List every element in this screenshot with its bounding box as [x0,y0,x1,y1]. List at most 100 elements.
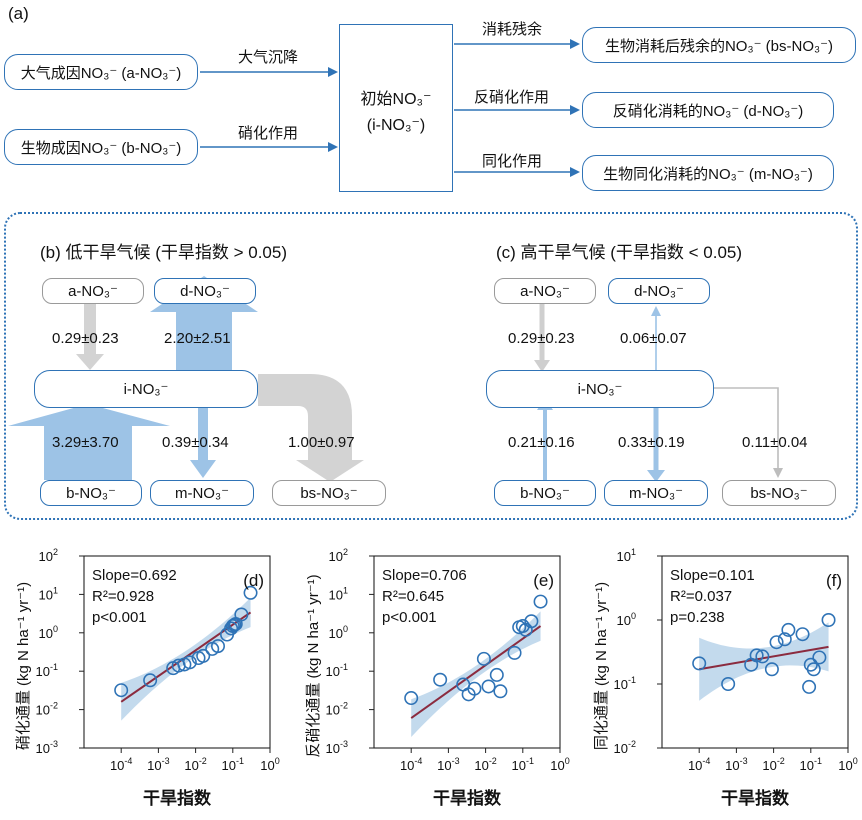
data-point [802,679,817,694]
b-value-m: 0.39±0.34 [162,434,229,451]
y-tick-label: 10-2 [614,739,636,756]
b-flow-a [76,302,104,370]
data-point [515,619,530,634]
label-denitrification: 反硝化作用 [474,89,550,106]
data-point [749,648,764,663]
b-value-b: 3.29±3.70 [52,434,119,451]
data-point [243,585,258,600]
data-point [476,651,491,666]
y-tick-label: 100 [39,624,58,641]
y-tick-label: 10-3 [36,739,58,756]
c-flow-bs [712,387,783,478]
node-m-assimilated: 生物同化消耗的NO₃⁻ (m-NO₃⁻) [582,155,834,191]
data-point [781,622,796,637]
b-value-a: 0.29±0.23 [52,330,119,347]
stat-text: R²=0.928 [92,588,154,605]
data-point [227,617,242,632]
data-point [224,621,239,636]
c-value-bs: 0.11±0.04 [742,434,808,451]
x-tick-label: 10-3 [725,756,747,773]
plot-frame [661,555,849,749]
stat-text: R²=0.645 [382,588,444,605]
data-point [196,648,211,663]
b-flow-bs [258,374,364,482]
y-tick-label: 102 [329,547,348,564]
b-node-i: i-NO₃⁻ [34,370,258,408]
b-value-bs: 1.00±0.97 [288,434,355,451]
label-deposition: 大气沉降 [238,49,299,66]
data-point [755,649,770,664]
node-i-line1: 初始NO₃⁻ [360,91,432,108]
fit-line [410,625,542,719]
node-a-atmospheric: 大气成因NO₃⁻ (a-NO₃⁻) [4,54,198,90]
stat-text: p=0.238 [670,609,725,626]
data-point [143,673,158,688]
y-tick-label: 10-2 [36,701,58,718]
c-node-d: d-NO₃⁻ [608,278,710,304]
x-tick-label: 10-4 [688,756,710,773]
c-value-b: 0.21±0.16 [508,434,575,451]
x-tick-label: 10-2 [762,756,784,773]
panel-tag: (f) [826,571,842,590]
b-flow-m [190,404,216,478]
confidence-band [411,611,541,738]
x-tick-label: 10-1 [222,756,244,773]
data-point [721,677,736,692]
data-point [467,681,482,696]
y-axis-label: 反硝化通量 (kg N ha⁻¹ yr⁻¹) [305,574,322,757]
x-tick-label: 100 [550,756,569,773]
data-point [821,613,836,628]
label-assimilation: 同化作用 [482,153,543,170]
stat-text: Slope=0.706 [382,567,467,584]
c-value-a: 0.29±0.23 [508,330,575,347]
data-point [433,672,448,687]
c-value-m: 0.33±0.19 [618,434,685,451]
x-tick-label: 10-2 [184,756,206,773]
node-d-denitrified: 反硝化消耗的NO₃⁻ (d-NO₃⁻) [582,92,834,128]
x-tick-label: 10-3 [437,756,459,773]
fit-line [699,645,829,671]
stat-text: R²=0.037 [670,588,732,605]
data-point [764,662,779,677]
chart-d: 10-4 10-3 10-2 10-1 100 102 101 100 10-1 10-2 10-3… [15,547,280,808]
x-axis-label: 干旱指数 [433,788,502,808]
panel-bc-frame [4,212,858,520]
panel-tag: (d) [243,571,264,590]
data-point [524,614,539,629]
b-node-bs: bs-NO₃⁻ [272,480,386,506]
plot-frame [373,555,561,749]
c-node-i: i-NO₃⁻ [486,370,714,408]
data-point [507,645,522,660]
y-tick-label: 101 [617,547,636,564]
chart-f: 10-4 10-3 10-2 10-1 100 101 100 10-1 10-2 干旱指数 同化通… [593,547,858,808]
data-point [182,655,197,670]
x-axis-label: 干旱指数 [143,788,212,808]
data-point [114,683,129,698]
x-tick-label: 10-3 [147,756,169,773]
c-node-m: m-NO₃⁻ [604,480,708,506]
data-point [489,667,504,682]
data-point [777,632,792,647]
stat-text: p<0.001 [92,609,147,626]
c-value-d: 0.06±0.07 [620,330,687,347]
panel-c-title: (c) 高干旱气候 (干旱指数 < 0.05) [496,243,743,262]
data-point [806,662,821,677]
x-tick-label: 10-1 [800,756,822,773]
data-point [481,679,496,694]
node-i-initial: 初始NO₃⁻ (i-NO₃⁻) [339,24,453,192]
y-tick-label: 10-1 [326,662,348,679]
panel-tag: (e) [533,571,554,590]
y-tick-label: 101 [329,585,348,602]
confidence-band [699,622,829,701]
data-point [493,684,508,699]
data-point [692,656,707,671]
y-tick-label: 100 [329,624,348,641]
x-tick-label: 100 [838,756,857,773]
panel-a-arrows [200,39,580,177]
x-tick-label: 10-1 [512,756,534,773]
c-node-bs: bs-NO₃⁻ [722,480,836,506]
b-node-a: a-NO₃⁻ [42,278,144,304]
b-node-b: b-NO₃⁻ [40,480,142,506]
data-point [210,639,225,654]
x-tick-label: 10-4 [400,756,422,773]
